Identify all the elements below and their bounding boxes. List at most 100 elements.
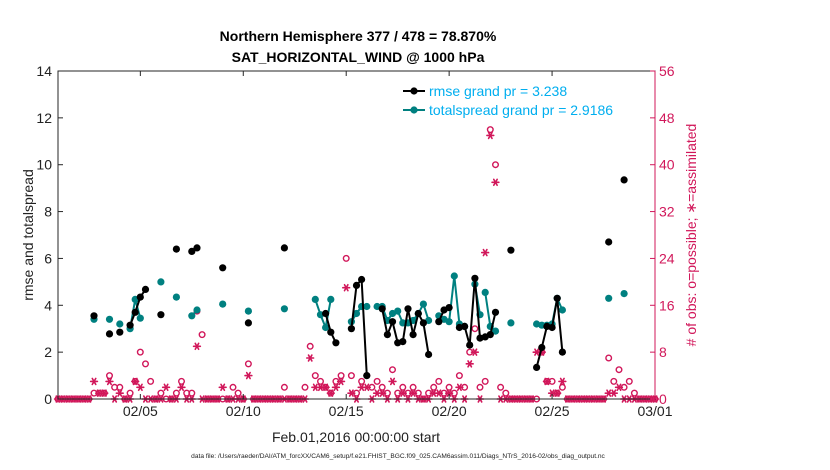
obs-assimilated-marker <box>398 389 408 397</box>
obs-possible-marker <box>347 372 355 380</box>
y-left-tick-label: 0 <box>44 391 52 407</box>
obs-possible-marker <box>234 389 242 397</box>
rmse-marker <box>172 245 180 253</box>
obs-possible-marker <box>177 377 185 385</box>
totalspread-marker <box>363 302 371 311</box>
obs-possible-marker <box>625 377 633 385</box>
data-file-footer: data file: /Users/raeder/DAI/ATM_forcXX/… <box>191 453 605 460</box>
rmse-marker <box>327 328 335 336</box>
obs-possible-marker <box>373 377 381 385</box>
obs-possible-marker <box>136 348 144 356</box>
y-right-tick-label: 24 <box>659 250 675 266</box>
obs-assimilated-marker <box>100 389 109 397</box>
rmse-line <box>129 288 147 326</box>
obs-possible-marker <box>502 389 510 397</box>
obs-possible-marker <box>435 377 443 385</box>
y-right-tick-label: 16 <box>659 297 675 313</box>
obs-assimilated-marker <box>609 389 619 397</box>
obs-possible-marker <box>630 389 638 397</box>
obs-possible-marker <box>445 383 453 391</box>
obs-assimilated-marker <box>553 389 562 397</box>
totalspread-marker <box>244 307 252 315</box>
x-tick-label: 03/01 <box>637 403 672 419</box>
obs-possible-marker <box>157 389 165 397</box>
rmse-marker <box>404 305 412 313</box>
obs-possible-marker <box>455 372 463 380</box>
y-left-tick-label: 10 <box>36 157 52 173</box>
obs-possible-marker <box>378 383 386 391</box>
legend-label-rmse: rmse grand pr = 3.238 <box>429 83 567 99</box>
obs-possible-marker <box>337 372 345 380</box>
obs-assimilated-marker <box>388 377 397 386</box>
totalspread-marker <box>558 306 567 314</box>
rmse-marker <box>358 275 366 284</box>
obs-assimilated-marker <box>192 342 202 351</box>
y-right-tick-label: 8 <box>659 344 667 360</box>
rmse-marker <box>605 238 613 246</box>
y-right-tick-label: 56 <box>659 63 675 79</box>
rmse-line <box>350 278 368 376</box>
obs-assimilated-marker <box>336 377 346 386</box>
totalspread-marker <box>193 306 201 314</box>
legend-entry-totalspread: totalspread grand pr = 2.9186 <box>403 102 613 118</box>
rmse-marker <box>538 343 546 352</box>
rmse-marker <box>244 319 252 327</box>
obs-assimilated-marker <box>218 383 227 392</box>
axes: 02/05 02/10 02/15 02/20 02/25 03/010246810121… <box>36 63 674 419</box>
rmse-marker <box>363 372 371 380</box>
rmse-marker <box>471 274 479 282</box>
legend-marker-totalspread <box>410 106 418 114</box>
obs-possible-marker <box>430 383 438 391</box>
rmse-marker <box>553 294 561 302</box>
y-right-tick-label: 0 <box>659 391 667 407</box>
rmse-marker <box>131 308 139 316</box>
obs-possible-marker <box>471 325 479 333</box>
rmse-marker <box>409 331 417 339</box>
totalspread-marker <box>450 272 458 280</box>
totalspread-marker <box>327 295 335 303</box>
totalspread-marker <box>157 278 165 286</box>
obs-assimilated-marker <box>136 383 145 392</box>
obs-possible-marker <box>358 377 366 385</box>
obs-assimilated-marker <box>115 389 124 397</box>
obs-assimilated-marker <box>161 383 171 392</box>
obs-assimilated-marker <box>470 348 480 356</box>
obs-possible-marker <box>229 383 237 391</box>
legend-label-totalspread: totalspread grand pr = 2.9186 <box>429 102 613 118</box>
rmse-marker <box>548 323 556 332</box>
y-left-tick-label: 12 <box>36 110 52 126</box>
rmse-marker <box>445 304 453 312</box>
obs-possible-marker <box>481 377 489 385</box>
obs-possible-marker <box>280 383 288 391</box>
totalspread-marker <box>419 300 427 308</box>
obs-assimilated-marker <box>177 383 186 392</box>
obs-assimilated-marker <box>321 383 330 392</box>
rmse-marker <box>507 246 515 254</box>
obs-possible-marker <box>399 383 407 391</box>
rmse-marker <box>461 322 469 330</box>
obs-assimilated-marker <box>244 371 253 380</box>
rmse-marker <box>188 247 196 255</box>
rmse-marker <box>90 312 98 320</box>
totalspread-marker <box>394 307 402 315</box>
obs-possible-marker <box>116 383 124 391</box>
obs-possible-marker <box>311 372 319 380</box>
obs-possible-marker <box>172 389 180 397</box>
obs-possible-marker <box>389 366 397 374</box>
obs-possible-marker <box>610 377 618 385</box>
chart-subtitle: SAT_HORIZONTAL_WIND @ 1000 hPa <box>232 49 485 65</box>
x-tick-label: 02/20 <box>432 403 467 419</box>
rmse-marker <box>280 244 288 252</box>
obs-assimilated-marker <box>342 283 351 292</box>
rmse-marker <box>141 285 150 293</box>
legend-entry-rmse: rmse grand pr = 3.238 <box>403 83 567 99</box>
obs-assimilated-marker <box>434 389 444 397</box>
rmse-marker <box>491 308 500 316</box>
rmse-marker <box>620 176 628 184</box>
rmse-marker <box>533 363 541 371</box>
totalspread-marker <box>445 318 453 326</box>
rmse-marker <box>558 348 567 356</box>
obs-possible-marker <box>198 331 206 339</box>
totalspread-marker <box>136 314 144 322</box>
